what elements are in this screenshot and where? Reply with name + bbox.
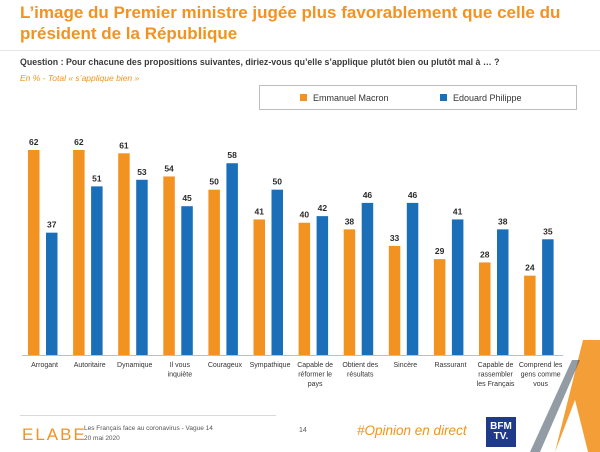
bar-philippe-7 xyxy=(361,202,374,355)
bar-macron-0 xyxy=(28,150,40,355)
bar-macron-3 xyxy=(163,176,175,355)
bar-macron-8 xyxy=(388,245,401,355)
data-label-philippe-7: 46 xyxy=(363,190,373,200)
bar-philippe-4 xyxy=(226,163,238,355)
category-label-3-line-0: Il vous xyxy=(170,362,191,369)
category-label-10-line-0: Capable de xyxy=(478,362,514,369)
legend-swatch-philippe xyxy=(440,94,447,101)
bar-macron-6 xyxy=(298,222,311,355)
bar-macron-1 xyxy=(73,150,85,355)
category-label-9-line-0: Rassurant xyxy=(434,362,466,369)
category-label-6-line-1: réformer le xyxy=(298,372,332,379)
bar-macron-2 xyxy=(118,153,130,355)
bar-philippe-5 xyxy=(271,189,283,355)
source-line-2: 20 mai 2020 xyxy=(84,435,120,442)
bar-macron-10 xyxy=(479,262,491,355)
data-label-macron-5: 41 xyxy=(255,206,265,216)
category-label-10-line-1: rassembler xyxy=(478,372,513,379)
category-label-7-line-0: Obtient des xyxy=(342,362,378,369)
title-divider xyxy=(0,50,600,51)
category-label-8-line-0: Sincère xyxy=(393,362,417,369)
category-label-10-line-2: les Français xyxy=(477,381,515,388)
data-label-philippe-4: 58 xyxy=(227,150,237,160)
data-label-philippe-11: 35 xyxy=(543,226,553,236)
bar-macron-7 xyxy=(343,229,356,355)
bar-macron-11 xyxy=(524,275,536,355)
bfm-tv-logo: BFM TV. xyxy=(486,417,516,447)
bar-macron-4 xyxy=(208,189,220,355)
data-label-philippe-3: 45 xyxy=(182,193,192,203)
page-number: 14 xyxy=(299,427,307,434)
data-label-philippe-6: 42 xyxy=(318,203,328,213)
category-label-7-line-1: résultats xyxy=(347,372,374,379)
category-label-4-line-0: Courageux xyxy=(208,362,243,369)
category-label-1-line-0: Autoritaire xyxy=(74,362,106,369)
hashtag: #Opinion en direct xyxy=(357,423,467,438)
category-label-0-line-0: Arrogant xyxy=(31,362,58,369)
data-label-macron-2: 61 xyxy=(119,140,129,150)
data-label-macron-7: 38 xyxy=(345,216,355,226)
data-label-philippe-5: 50 xyxy=(273,177,283,187)
data-label-philippe-8: 46 xyxy=(408,190,418,200)
legend-label-macron: Emmanuel Macron xyxy=(313,92,389,103)
data-label-macron-8: 33 xyxy=(390,233,400,243)
category-label-11-line-2: vous xyxy=(533,381,548,388)
data-label-macron-9: 29 xyxy=(435,246,445,256)
bar-macron-9 xyxy=(433,259,446,355)
page-title: L’image du Premier ministre jugée plus f… xyxy=(20,3,561,43)
category-label-6-line-2: pays xyxy=(308,381,323,388)
data-label-philippe-10: 38 xyxy=(498,216,508,226)
bar-philippe-2 xyxy=(136,179,148,355)
category-label-2-line-0: Dynamique xyxy=(117,362,153,369)
category-label-11-line-0: Comprend les xyxy=(519,362,563,369)
data-label-philippe-0: 37 xyxy=(47,220,57,230)
subquestion-text: En % - Total « s’applique bien » xyxy=(20,73,140,83)
legend-item-macron: Emmanuel Macron xyxy=(300,86,389,109)
bar-philippe-0 xyxy=(46,232,58,355)
data-label-philippe-2: 53 xyxy=(137,167,147,177)
bar-philippe-9 xyxy=(451,219,464,355)
bar-philippe-11 xyxy=(542,239,554,355)
bar-philippe-1 xyxy=(91,186,103,355)
bar-philippe-8 xyxy=(406,202,419,355)
data-label-philippe-9: 41 xyxy=(453,206,463,216)
bar-macron-5 xyxy=(253,219,265,355)
data-label-macron-1: 62 xyxy=(74,137,84,147)
legend-item-philippe: Edouard Philippe xyxy=(440,86,522,109)
data-label-macron-6: 40 xyxy=(300,210,310,220)
question-text: Question : Pour chacune des propositions… xyxy=(20,57,500,67)
bar-philippe-3 xyxy=(181,206,193,355)
legend-label-philippe: Edouard Philippe xyxy=(453,92,522,103)
bar-philippe-6 xyxy=(316,216,329,355)
category-label-5-line-0: Sympathique xyxy=(250,362,291,369)
category-label-6-line-0: Capable de xyxy=(297,362,333,369)
data-label-macron-3: 54 xyxy=(164,163,174,173)
chart-legend: Emmanuel Macron Edouard Philippe xyxy=(259,85,577,110)
footer-divider xyxy=(20,415,276,416)
source-note: Les Français face au coronavirus - Vague… xyxy=(84,424,213,444)
category-label-3-line-1: inquiète xyxy=(168,372,193,379)
source-line-1: Les Français face au coronavirus - Vague… xyxy=(84,425,213,432)
data-label-philippe-1: 51 xyxy=(92,173,102,183)
data-label-macron-10: 28 xyxy=(480,249,490,259)
elabe-logo: ELABE xyxy=(22,425,87,444)
bar-philippe-10 xyxy=(497,229,509,355)
legend-swatch-macron xyxy=(300,94,307,101)
data-label-macron-0: 62 xyxy=(29,137,39,147)
data-label-macron-4: 50 xyxy=(209,177,219,187)
category-label-11-line-1: gens comme xyxy=(521,372,561,379)
data-label-macron-11: 24 xyxy=(525,263,535,273)
